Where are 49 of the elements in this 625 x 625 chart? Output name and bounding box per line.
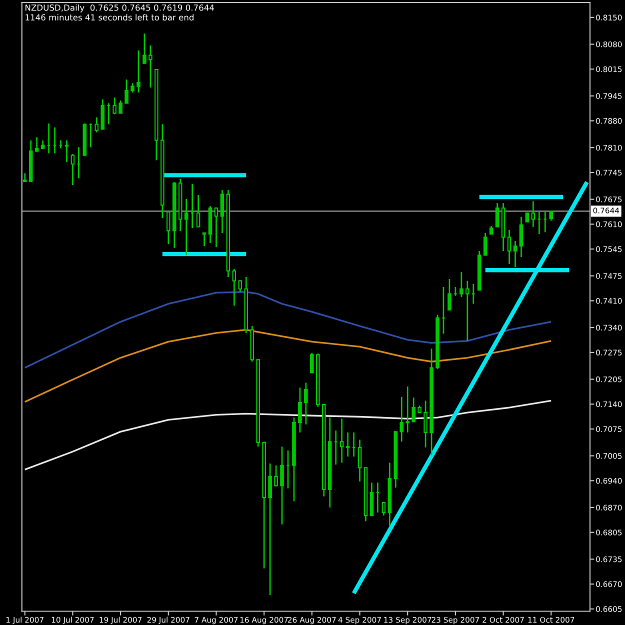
candlestick [214, 207, 218, 248]
candlestick [304, 382, 308, 426]
candlestick [340, 418, 344, 464]
candlestick [238, 279, 242, 293]
candlestick [70, 153, 75, 186]
candlestick [519, 216, 524, 258]
candlestick [531, 200, 536, 228]
candlestick [507, 229, 512, 265]
candlestick [406, 386, 410, 434]
candlestick [448, 278, 452, 311]
candlestick [220, 189, 224, 234]
candlestick [166, 211, 170, 245]
candlestick [148, 44, 152, 88]
candlestick [112, 96, 116, 115]
candlestick [184, 198, 188, 256]
candlestick [460, 271, 464, 298]
candlestick [142, 32, 146, 64]
candlestick [298, 386, 302, 434]
candlestick [34, 136, 39, 153]
candlestick [202, 232, 206, 247]
candlestick [136, 50, 140, 94]
candlestick [370, 482, 374, 516]
candlestick [400, 396, 404, 442]
candlestick [382, 502, 386, 516]
candlestick [483, 232, 488, 256]
candlestick [346, 432, 350, 458]
candlestick [124, 78, 128, 104]
line-series [24, 291, 552, 369]
candlestick [94, 116, 99, 133]
candlestick [412, 396, 416, 422]
line-series [24, 400, 552, 470]
candlestick [358, 439, 362, 482]
candlestick [232, 268, 236, 306]
candlestick [130, 82, 134, 94]
candlestick [549, 210, 554, 222]
candlestick [274, 464, 278, 488]
candlestick [280, 446, 284, 526]
annotation: 1146 minutes 41 seconds left to bar end [26, 14, 194, 21]
candlestick [466, 280, 470, 342]
candlestick [513, 240, 518, 268]
candlestick [268, 462, 272, 596]
candlestick [196, 194, 200, 228]
candlestick [310, 352, 314, 374]
candlestick [118, 100, 122, 114]
candlestick [100, 98, 105, 130]
candlestick [424, 400, 428, 448]
candlestick [495, 202, 500, 228]
line-series [24, 329, 552, 403]
chart-title: NZDUSD,Daily 0.7625 0.7645 0.7619 0.7644 [26, 4, 214, 12]
